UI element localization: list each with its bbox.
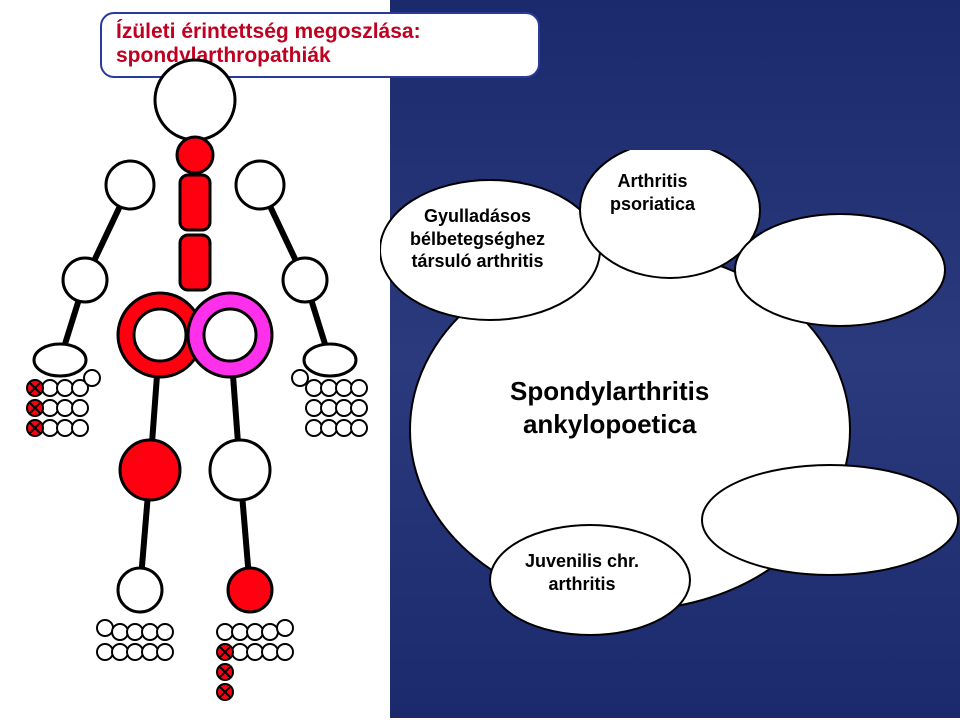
label-juvenile: Juvenilis chr. arthritis [525,550,639,595]
label-reiter: Reiter syndroma/ reactiv arthritis [760,235,907,280]
label-psoriatic: Arthritis psoriatica [610,170,695,215]
label-undiff: Nem differenciált spondylarthropathia [740,488,914,533]
label-central: Spondylarthritis ankylopoetica [510,375,709,440]
venn-diagram: Gyulladásos bélbetegséghez társuló arthr… [380,150,960,700]
skeleton-diagram [0,0,390,718]
label-ibd: Gyulladásos bélbetegséghez társuló arthr… [410,205,545,273]
